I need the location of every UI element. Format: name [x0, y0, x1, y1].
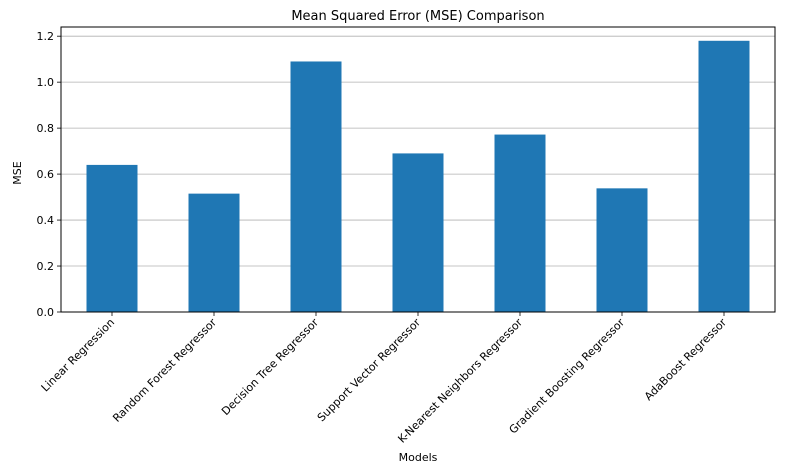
bar: [596, 188, 648, 312]
y-tick-label: 0.8: [37, 122, 55, 135]
x-tick-label: Linear Regression: [39, 316, 117, 394]
y-axis-ticks: 0.0 0.2 0.4 0.6 0.8 1.0 1.2: [37, 30, 61, 319]
chart-title: Mean Squared Error (MSE) Comparison: [291, 9, 544, 24]
x-tick-label: AdaBoost Regressor: [642, 316, 729, 403]
x-tick-label: Support Vector Regressor: [315, 316, 424, 425]
plot-frame: [60, 26, 776, 313]
bar: [392, 153, 444, 312]
y-tick-label: 0.6: [37, 168, 55, 181]
y-tick-label: 0.4: [37, 214, 55, 227]
y-tick-label: 1.0: [37, 76, 55, 89]
bar: [494, 134, 546, 312]
x-tick-label: Decision Tree Regressor: [219, 316, 321, 418]
y-tick-label: 1.2: [37, 30, 55, 43]
y-tick-label: 0.0: [37, 306, 55, 319]
x-tick-label: K-Nearest Neighbors Regressor: [395, 316, 525, 446]
x-tick-label: Random Forest Regressor: [110, 316, 219, 425]
x-axis-label: Models: [399, 451, 438, 464]
bar: [86, 164, 138, 312]
bar: [188, 193, 240, 312]
bar: [290, 61, 342, 313]
bar: [698, 40, 750, 313]
y-tick-label: 0.2: [37, 260, 55, 273]
y-axis-label: MSE: [11, 161, 24, 184]
x-tick-label: Gradient Boosting Regressor: [506, 316, 627, 437]
bars: [86, 40, 750, 313]
